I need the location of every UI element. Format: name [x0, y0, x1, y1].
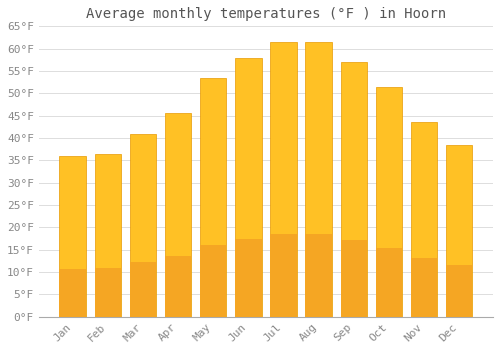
- Bar: [60, 268, 86, 317]
- Bar: [340, 240, 367, 317]
- Bar: [270, 42, 296, 317]
- Bar: [235, 57, 262, 317]
- Bar: [200, 245, 226, 317]
- Bar: [235, 239, 262, 317]
- Bar: [376, 248, 402, 317]
- Bar: [376, 86, 402, 317]
- Bar: [165, 113, 191, 317]
- Bar: [60, 156, 86, 317]
- Bar: [94, 154, 121, 317]
- Bar: [411, 122, 438, 317]
- Bar: [340, 62, 367, 317]
- Bar: [130, 262, 156, 317]
- Bar: [446, 265, 472, 317]
- Bar: [270, 234, 296, 317]
- Bar: [94, 268, 121, 317]
- Bar: [306, 42, 332, 317]
- Bar: [411, 259, 438, 317]
- Bar: [306, 234, 332, 317]
- Bar: [130, 134, 156, 317]
- Bar: [446, 145, 472, 317]
- Title: Average monthly temperatures (°F ) in Hoorn: Average monthly temperatures (°F ) in Ho…: [86, 7, 446, 21]
- Bar: [200, 78, 226, 317]
- Bar: [165, 256, 191, 317]
